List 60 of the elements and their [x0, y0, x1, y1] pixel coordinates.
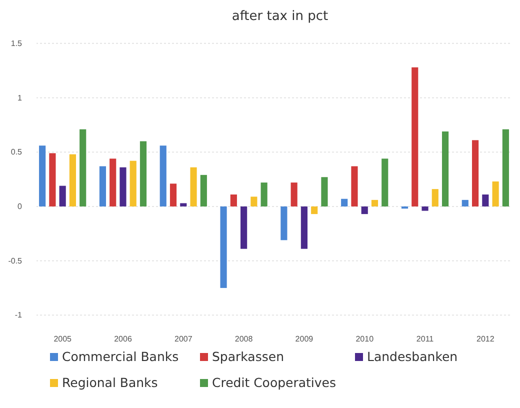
- bar: [290, 182, 298, 206]
- legend-label: Regional Banks: [62, 375, 158, 390]
- bar: [250, 196, 258, 206]
- bar: [49, 153, 56, 206]
- bar: [190, 167, 197, 206]
- chart-title: after tax in pct: [232, 9, 328, 24]
- bar: [130, 160, 136, 206]
- bar: [220, 206, 227, 288]
- bar: [110, 158, 116, 206]
- bar: [341, 198, 348, 206]
- legend-label: Sparkassen: [212, 349, 284, 364]
- bar: [230, 194, 237, 206]
- bar: [59, 186, 66, 206]
- x-tick-label: 2006: [114, 334, 132, 344]
- bar: [280, 206, 288, 240]
- bar: [321, 177, 328, 206]
- x-tick-label: 2005: [54, 334, 72, 344]
- y-tick-label: 0.5: [10, 148, 23, 157]
- bar: [170, 184, 177, 206]
- bar: [240, 206, 248, 249]
- bar: [432, 189, 438, 206]
- bar: [472, 140, 479, 206]
- x-tick-label: 2008: [234, 334, 254, 344]
- bar: [99, 166, 106, 206]
- bar: [160, 146, 166, 206]
- bar: [462, 200, 468, 206]
- y-tick-label: -0.5: [8, 256, 23, 266]
- legend-label: Commercial Banks: [62, 349, 179, 364]
- bar: [351, 166, 358, 206]
- y-tick-label: 1.5: [10, 38, 23, 48]
- bar: [492, 181, 499, 206]
- x-tick-label: 2012: [476, 334, 495, 344]
- bar: [371, 200, 378, 206]
- bar: [482, 194, 489, 206]
- x-tick-label: 2009: [295, 334, 314, 344]
- x-tick-label: 2010: [356, 334, 374, 344]
- bar: [422, 206, 428, 211]
- legend-label: Landesbanken: [367, 349, 458, 364]
- y-tick-label: 1: [18, 93, 23, 102]
- legend-label: Credit Cooperatives: [212, 375, 336, 390]
- y-tick-label: 0: [18, 202, 23, 212]
- bar: [200, 174, 207, 206]
- bar: [442, 131, 449, 206]
- bar: [502, 129, 509, 206]
- bar: [39, 146, 46, 206]
- bar: [300, 206, 308, 249]
- bar: [260, 182, 268, 206]
- x-tick-label: 2007: [174, 334, 193, 344]
- bar: [361, 206, 368, 214]
- bar: [120, 167, 126, 206]
- bar: [311, 206, 318, 214]
- bar: [69, 154, 76, 206]
- y-tick-label: -1: [14, 310, 23, 320]
- bar: [80, 129, 86, 206]
- bar: [140, 141, 147, 206]
- bar: [180, 203, 187, 206]
- bar: [412, 67, 418, 206]
- x-tick-label: 2011: [416, 334, 434, 344]
- bar: [382, 158, 388, 206]
- bar: [401, 206, 408, 209]
